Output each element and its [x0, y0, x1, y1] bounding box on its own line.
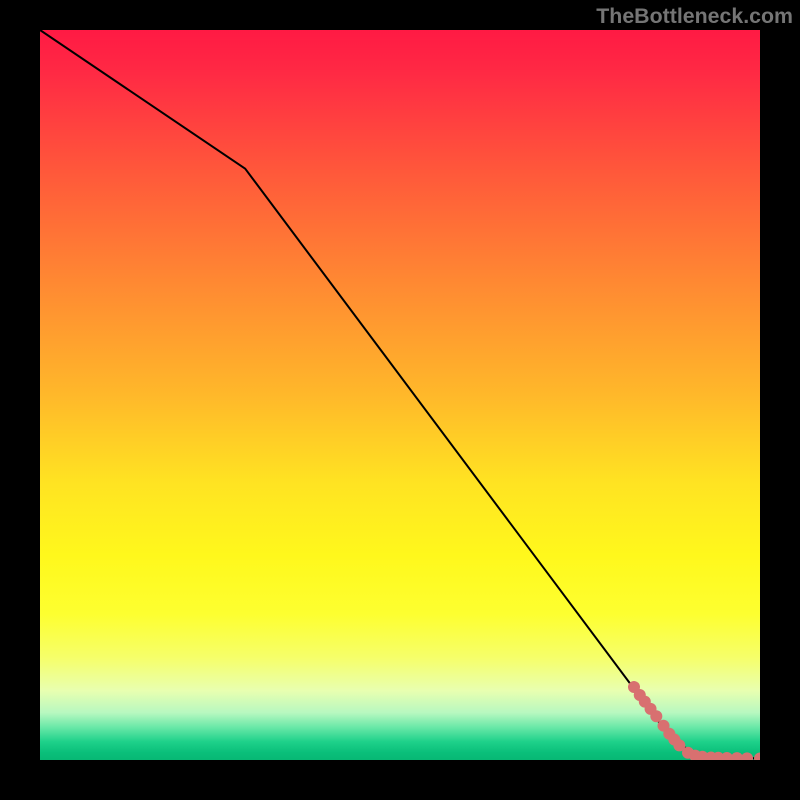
bottleneck-curve [40, 30, 760, 759]
watermark-text: TheBottleneck.com [596, 4, 793, 29]
data-marker [741, 752, 753, 760]
plot-area [40, 30, 760, 760]
data-marker [650, 710, 662, 722]
chart-overlay-svg [40, 30, 760, 760]
data-marker [754, 753, 760, 760]
